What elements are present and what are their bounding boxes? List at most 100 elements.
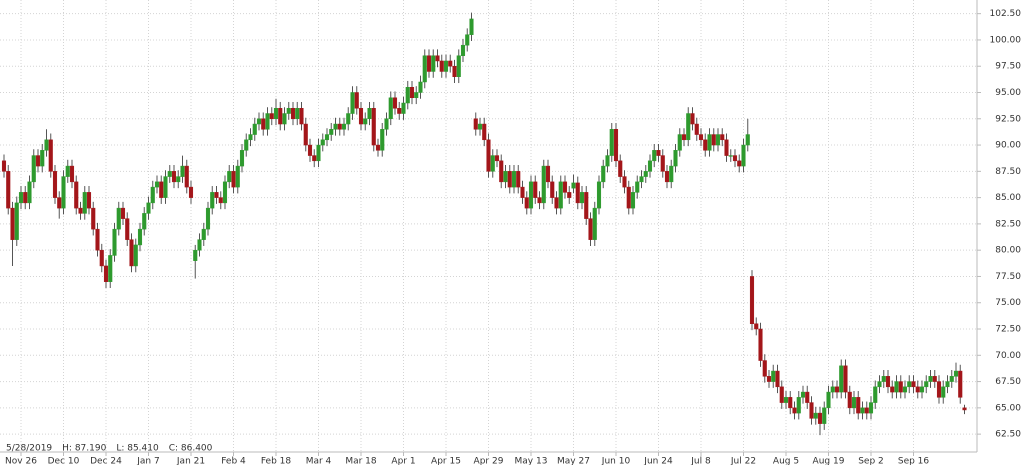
candle-body [554, 197, 559, 209]
candle-body [239, 150, 245, 167]
candle-body [707, 134, 712, 151]
candle-body [167, 171, 172, 177]
candle-body [520, 186, 525, 198]
candle-body [422, 55, 427, 83]
candle-body [537, 197, 542, 204]
candle-body [218, 197, 223, 204]
candle-body [171, 171, 177, 183]
candle-body [439, 60, 444, 72]
candle-body [231, 171, 236, 188]
candle-body [261, 118, 266, 130]
candle-body [193, 249, 198, 261]
candle-body [792, 407, 797, 414]
candle-body [715, 134, 721, 146]
candle-body [881, 376, 886, 382]
candle-body [511, 171, 517, 188]
candle-body [826, 391, 831, 409]
x-tick-label: Jan 7 [136, 457, 159, 465]
candle-body [180, 165, 185, 177]
y-tick-label: 62.50 [995, 430, 1021, 440]
candle-body [533, 181, 538, 198]
candle-body [465, 34, 470, 46]
candle-body [507, 171, 512, 188]
x-tick-label: May 27 [557, 457, 590, 465]
candle-body [809, 402, 814, 419]
candle-body [609, 129, 614, 156]
candle-body [766, 376, 772, 382]
candle-body [749, 276, 755, 325]
candle-body [873, 386, 878, 403]
candle-body [120, 207, 126, 219]
candle-body [856, 397, 861, 414]
candle-body [248, 134, 253, 141]
candle-body [639, 176, 644, 183]
candle-body [694, 123, 699, 135]
candle-body [664, 171, 670, 183]
candle-body [116, 207, 121, 230]
candle-body [788, 397, 793, 409]
candle-body [860, 407, 865, 414]
y-tick-label: 90.00 [995, 141, 1021, 151]
candle-body [10, 207, 15, 240]
candle-body [681, 134, 687, 141]
candle-body [184, 165, 189, 188]
candle-body [618, 160, 623, 177]
y-tick-label: 87.50 [995, 167, 1021, 177]
candle-body [656, 150, 661, 156]
candle-body [452, 65, 457, 77]
candle-body [647, 160, 653, 172]
candle-body [720, 134, 725, 141]
x-tick-label: Aug 19 [813, 457, 845, 465]
candle-body [588, 218, 593, 240]
x-tick-label: Nov 26 [5, 457, 37, 465]
candle-body [405, 86, 410, 104]
candle-body [499, 160, 504, 183]
candle-body [932, 376, 937, 382]
candle-body [78, 207, 83, 214]
candle-body [562, 181, 568, 193]
candle-body [358, 108, 364, 125]
candle-body [278, 108, 283, 125]
candle-body [435, 55, 440, 62]
info-text: L: 85.410 [116, 444, 159, 454]
candle-body [945, 381, 950, 388]
candle-body [269, 113, 274, 120]
candle-body [222, 181, 228, 204]
candle-body [443, 60, 449, 72]
candle-body [286, 108, 291, 114]
candle-body [494, 155, 500, 162]
y-tick-label: 70.00 [995, 351, 1021, 361]
candle-body [528, 181, 534, 209]
candle-body [375, 144, 381, 151]
candle-body [197, 239, 202, 251]
candle-body [44, 139, 49, 151]
candle-body [426, 55, 432, 72]
candle-body [490, 155, 495, 172]
info-text: H: 87.190 [62, 444, 106, 454]
candle-body [48, 139, 53, 172]
candle-body [902, 386, 908, 393]
y-tick-label: 77.50 [995, 272, 1021, 282]
x-tick-label: Mar 18 [345, 457, 377, 465]
candle-body [176, 176, 181, 183]
x-tick-label: Dec 24 [90, 457, 122, 465]
candle-body [57, 197, 62, 209]
candle-body [227, 171, 232, 183]
y-tick-label: 102.50 [990, 9, 1022, 19]
candle-body [919, 386, 925, 393]
candle-body [388, 97, 393, 120]
y-tick-label: 100.00 [990, 35, 1022, 45]
candle-body [847, 391, 852, 409]
info-text: C: 86.400 [169, 444, 213, 454]
candle-body [936, 381, 942, 398]
x-tick-label: Jan 21 [176, 457, 205, 465]
y-tick-label: 95.00 [995, 88, 1021, 98]
x-tick-label: Apr 1 [391, 457, 415, 465]
x-tick-label: Jul 8 [690, 457, 711, 465]
candle-body [337, 123, 342, 130]
candle-body [460, 44, 466, 56]
candle-body [890, 386, 895, 393]
candle-body [282, 113, 287, 125]
candle-body [346, 113, 351, 125]
candle-body [235, 165, 240, 188]
